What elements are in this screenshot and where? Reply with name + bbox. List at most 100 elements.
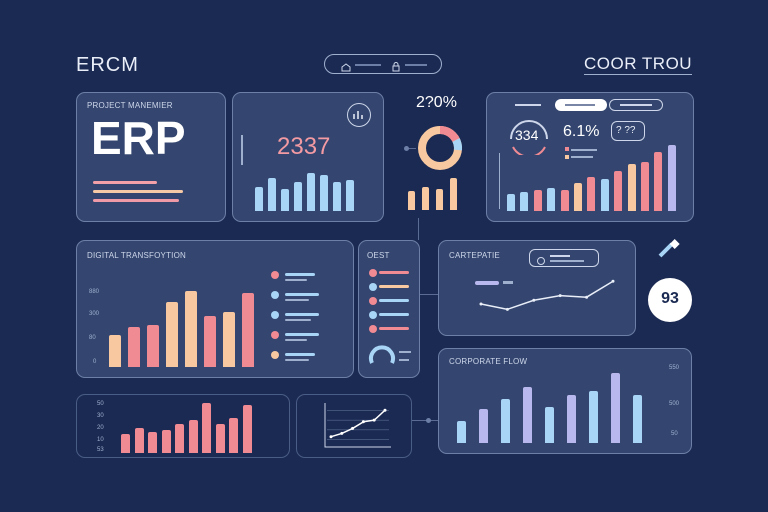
bar: [589, 391, 598, 443]
bar: [611, 373, 620, 443]
bar: [185, 291, 197, 367]
donut-bar-chart: [408, 176, 468, 210]
erp-line: [93, 190, 183, 193]
tool-icon[interactable]: [656, 236, 682, 262]
value-panel[interactable]: 2337: [232, 92, 384, 222]
digital-tick-0: 880: [89, 289, 100, 295]
bl-tick-2: 20: [97, 425, 104, 431]
bar: [255, 187, 263, 211]
bar: [641, 162, 649, 211]
bottom-left-bar-chart: [121, 399, 291, 453]
list-panel[interactable]: OEST: [358, 240, 420, 378]
bar: [501, 399, 510, 443]
flow-panel[interactable]: CORPORATE FLOW 550 500 50: [438, 348, 692, 454]
bar: [215, 424, 225, 453]
tab-1[interactable]: [505, 99, 553, 111]
trend-line: [330, 409, 386, 438]
bar: [204, 316, 216, 367]
header-pill[interactable]: [324, 54, 442, 74]
donut-chart: [416, 124, 464, 172]
top-right-panel[interactable]: 334 6.1% ? ??: [486, 92, 694, 222]
small-trend-box[interactable]: [296, 394, 412, 458]
digital-legend: [271, 267, 351, 367]
bar: [242, 293, 254, 367]
bar: [507, 194, 515, 211]
trend-point: [340, 431, 344, 435]
bar: [268, 178, 276, 211]
bar: [600, 179, 609, 211]
bar: [223, 312, 235, 367]
bar: [307, 173, 315, 211]
tag-icon: [536, 253, 546, 271]
score-badge[interactable]: 93: [648, 278, 692, 322]
bar: [202, 403, 211, 453]
tab-bar[interactable]: [505, 99, 665, 111]
bar: [188, 420, 198, 453]
bar: [667, 145, 676, 211]
trend-point: [479, 302, 483, 306]
bar: [109, 335, 121, 367]
trend-point: [361, 420, 365, 424]
bar: [166, 302, 178, 367]
digital-tick-1: 300: [89, 311, 100, 317]
bar: [520, 192, 529, 211]
graph-panel[interactable]: CARTEPATIE: [438, 240, 636, 336]
bar: [346, 180, 354, 211]
bar: [422, 187, 429, 210]
bl-tick-1: 30: [97, 413, 104, 419]
trend-point: [532, 298, 536, 302]
graph-search[interactable]: [529, 249, 599, 267]
top-right-bar-chart: [507, 141, 683, 211]
digital-tick-2: 80: [89, 335, 96, 341]
trend-point: [505, 307, 509, 311]
bar: [148, 432, 157, 453]
flow-tick-1: 500: [669, 401, 680, 407]
bl-tick-0: 50: [97, 401, 104, 407]
trend-point: [611, 279, 615, 283]
bar: [560, 190, 569, 211]
value-display: 2337: [277, 133, 331, 160]
erp-subtitle: PROJECT MANEMIER: [87, 101, 173, 110]
list-title: OEST: [367, 251, 390, 260]
donut-bars-panel[interactable]: [408, 172, 470, 216]
bar: [574, 183, 582, 211]
lock-icon[interactable]: [391, 59, 401, 72]
value-panel-bar-chart: [255, 171, 365, 211]
axis: [324, 403, 391, 448]
bar: [533, 190, 542, 211]
bar: [545, 407, 554, 443]
digital-tick-3: 0: [93, 359, 97, 365]
flow-title: CORPORATE FLOW: [449, 357, 528, 366]
bar: [128, 327, 140, 367]
bl-tick-4: 53: [97, 447, 104, 453]
flow-tick-0: 550: [669, 365, 680, 371]
list-gauge: [367, 341, 397, 371]
chart-icon[interactable]: [347, 103, 371, 127]
trend-line: [480, 280, 614, 311]
bar: [450, 178, 457, 210]
flow-bar-chart: [457, 369, 653, 443]
bar: [654, 152, 663, 211]
app-title: ERCM: [76, 54, 139, 76]
trend-point: [351, 426, 355, 430]
bottom-left-panel[interactable]: 50 30 20 10 53: [76, 394, 290, 458]
score-value: 93: [661, 290, 679, 307]
tab-3[interactable]: [609, 99, 663, 111]
bl-tick-3: 10: [97, 437, 104, 443]
gauge-value: 334: [515, 127, 539, 143]
bar: [134, 428, 144, 453]
tab-2[interactable]: [555, 99, 607, 111]
erp-panel[interactable]: PROJECT MANEMIER ERP: [76, 92, 226, 222]
bar: [242, 405, 252, 453]
trend-point: [558, 294, 562, 298]
bar: [147, 325, 159, 367]
home-icon[interactable]: [341, 59, 351, 72]
bar: [320, 175, 328, 211]
bar: [436, 189, 443, 210]
bar: [294, 182, 302, 211]
digital-panel[interactable]: DIGITAL TRANSFOYTION 880 300 80 0: [76, 240, 354, 378]
bar: [408, 191, 415, 210]
graph-title: CARTEPATIE: [449, 251, 500, 260]
mini-card[interactable]: ? ??: [611, 121, 645, 141]
bar: [523, 387, 532, 443]
